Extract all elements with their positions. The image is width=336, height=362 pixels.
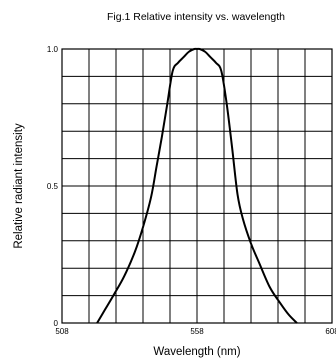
x-tick-label: 608: [325, 327, 336, 336]
y-tick-label: 0.5: [47, 182, 59, 191]
x-tick-labels: 508 558 608: [55, 327, 336, 336]
intensity-curve: [96, 47, 298, 324]
x-axis-label: Wavelength (nm): [153, 346, 240, 358]
grid-lines: [62, 49, 332, 323]
chart-title: Fig.1 Relative intensity vs. wavelength: [107, 11, 285, 23]
y-tick-label: 1.0: [47, 45, 59, 54]
y-tick-label: 0: [54, 319, 59, 328]
y-tick-labels: 0 0.5 1.0: [47, 45, 59, 328]
y-axis-label: Relative radiant intensity: [13, 123, 25, 249]
x-tick-label: 558: [190, 327, 204, 336]
x-tick-label: 508: [55, 327, 69, 336]
